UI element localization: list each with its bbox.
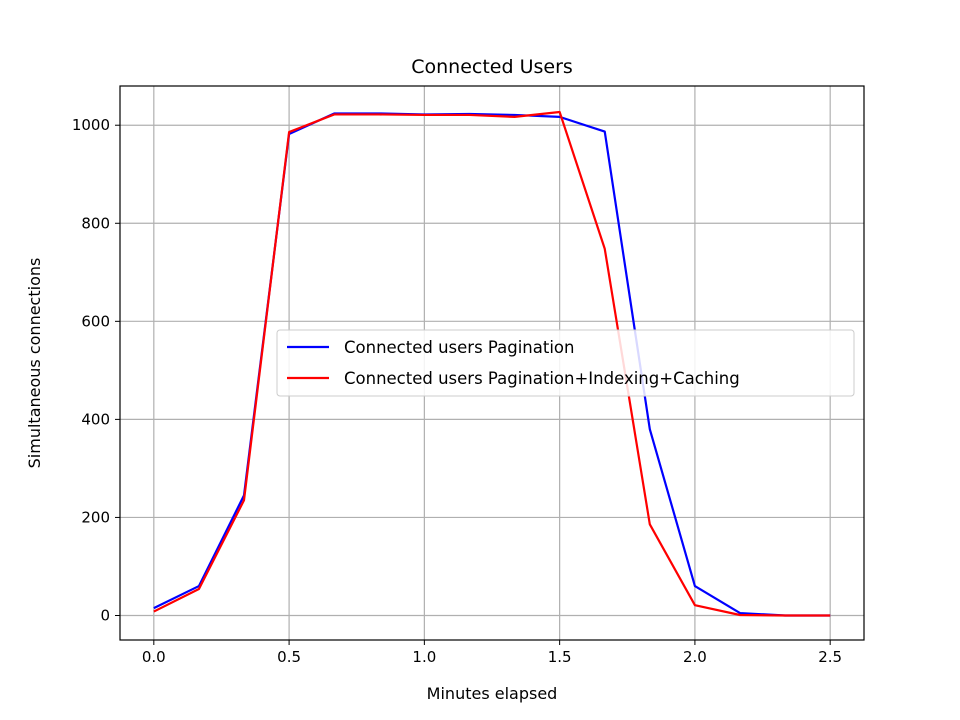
series-line-2 — [153, 110, 831, 617]
y-tick-label: 600 — [81, 312, 110, 330]
x-tick-label: 0.0 — [142, 648, 166, 666]
y-tick-label: 0 — [100, 606, 110, 624]
y-axis-label: Simultaneous connections — [25, 258, 44, 469]
y-tick-label: 400 — [81, 410, 110, 428]
x-tick-label: 2.0 — [683, 648, 707, 666]
x-tick-label: 0.5 — [277, 648, 301, 666]
y-tick-label: 1000 — [72, 116, 110, 134]
legend-label: Connected users Pagination+Indexing+Cach… — [344, 369, 740, 388]
x-tick-label: 2.5 — [818, 648, 842, 666]
y-tick-label: 200 — [81, 508, 110, 526]
y-tick-label: 800 — [81, 214, 110, 232]
x-tick-label: 1.5 — [548, 648, 572, 666]
legend-box — [276, 329, 855, 397]
x-axis-label: Minutes elapsed — [427, 684, 558, 703]
series-lines — [153, 110, 831, 617]
plot-frame — [119, 85, 865, 641]
legend: Connected users Pagination Connected user… — [276, 329, 855, 397]
axis-ticks: 0.0 0.5 1.0 1.5 2.0 2.5 0 200 400 600 800 1000 — [72, 116, 842, 666]
legend-label: Connected users Pagination — [344, 338, 574, 357]
chart-title: Connected Users — [411, 56, 573, 78]
x-tick-label: 1.0 — [412, 648, 436, 666]
